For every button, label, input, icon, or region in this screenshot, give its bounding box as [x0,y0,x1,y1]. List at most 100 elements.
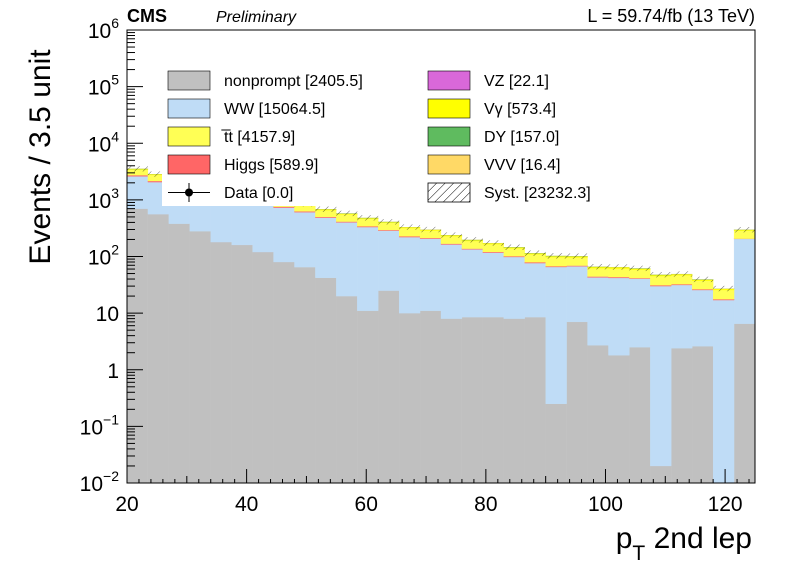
y-axis-title: Events / 3.5 unit [24,49,57,265]
bar [336,222,358,297]
legend-swatch [167,98,211,119]
legend-item: Syst. [23232.3] [427,182,591,203]
x-axis-title-rest: 2nd lep [645,522,752,555]
bar [608,277,630,356]
x-tick-label: 120 [708,493,743,516]
legend-swatch [427,126,471,147]
legend-swatch [427,70,471,91]
bar [440,318,463,483]
y-tick-label: 10−2 [80,468,120,496]
bar [503,318,525,483]
bar [650,285,672,467]
syst-bar [692,276,714,283]
y-tick-exp: 2 [111,242,119,258]
bar [378,230,400,291]
y-tick-base: 1 [107,360,119,383]
bar [440,244,463,319]
bar [587,345,609,483]
legend-label: Syst. [23232.3] [484,185,591,202]
syst-bar [713,285,735,292]
legend-box [162,64,612,206]
y-tick-label: 10 [96,303,119,326]
stacked-bars [127,168,755,483]
bar [692,346,714,483]
bar [587,277,609,346]
bar [712,299,735,483]
bar [503,256,525,319]
bar [692,289,714,347]
bar [671,284,693,349]
status-label: Preliminary [216,9,297,26]
legend-item: Higgs [589.9] [167,154,318,175]
y-tick-label: 1 [107,360,119,383]
syst-bar [441,232,462,238]
bar [378,290,400,483]
bar [524,262,546,318]
y-tick-base: 10 [88,133,111,156]
bar [127,175,149,177]
legend-swatch-hatch [427,182,471,203]
y-tick-exp: 4 [111,128,119,144]
syst-bar [608,264,630,270]
bar [168,223,190,483]
x-tick-label: 40 [235,493,258,516]
lumi-label: L = 59.74/fb (13 TeV) [587,6,755,26]
x-tick-label: 20 [115,493,138,516]
syst-bar [399,224,421,230]
bar [461,316,484,483]
legend-item: WW [15064.5] [167,98,325,119]
series-1 [127,176,755,483]
bar [566,321,588,483]
bar [650,275,672,286]
syst-bar [524,250,546,256]
x-tick-label: 60 [355,493,378,516]
legend-label: Data [0.0] [224,185,293,202]
bar [147,213,170,483]
syst-bar [671,271,693,277]
legend-swatch [167,70,211,91]
bar [398,236,421,314]
syst-bar [650,272,672,278]
bar [357,226,379,311]
y-tick-base: 10 [96,303,119,326]
syst-bar [734,227,755,233]
syst-bar [147,171,169,177]
legend-item: VVV [16.4] [427,154,561,175]
bar [629,347,651,483]
legend-label: VZ [22.1] [484,73,549,90]
bar [357,310,379,483]
bar [252,251,274,483]
y-tick-exp: 6 [111,15,119,31]
y-tick-label: 103 [88,185,119,213]
y-tick-label: 104 [88,128,119,156]
legend-marker-dot [185,188,193,197]
legend-swatch [427,98,471,119]
y-tick-exp: −1 [103,411,119,427]
experiment-label: CMS [127,6,167,26]
syst-bar [503,244,525,250]
bar [482,316,504,483]
x-axis-title: pT 2nd lep [616,522,752,565]
bar [566,266,588,323]
legend-label: VVV [16.4] [484,157,561,174]
bar [733,238,755,324]
y-tick-label: 10−1 [80,411,120,439]
syst-bar [461,237,483,243]
legend-item: Data [0.0] [168,183,293,202]
legend-item: DY [157.0] [427,126,559,147]
y-tick-base: 10 [80,473,103,496]
syst-bar [357,215,379,221]
bar [608,355,630,483]
x-axis-title-sub: T [632,542,645,565]
legend-label: nonprompt [2405.5] [224,73,363,90]
bar [294,212,316,268]
legend-swatch [427,154,471,175]
bar [231,244,253,483]
syst-bar [482,240,504,246]
y-tick-exp: 3 [111,185,119,201]
bar [545,403,567,483]
bar [210,241,232,483]
x-tick-label: 100 [588,493,623,516]
